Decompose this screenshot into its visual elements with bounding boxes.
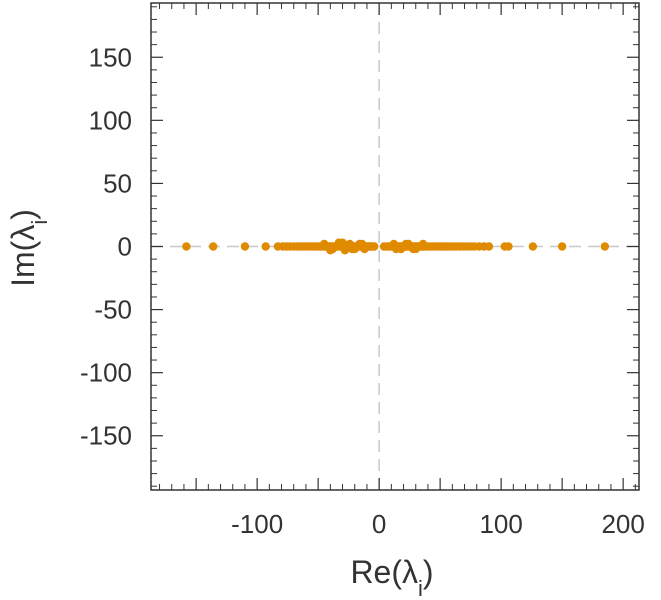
- eigenvalue-point: [209, 242, 218, 251]
- reference-lines: [151, 3, 639, 490]
- y-tick-label: 0: [118, 232, 132, 262]
- y-tick-label: 50: [103, 168, 132, 198]
- eigenvalue-point: [326, 246, 335, 255]
- y-tick-label: 150: [89, 42, 132, 72]
- x-tick-label: 100: [479, 509, 522, 539]
- y-tick-label: 100: [89, 105, 132, 135]
- y-tick-label: -150: [80, 421, 132, 451]
- eigenvalue-point: [357, 239, 367, 249]
- eigenvalue-point: [261, 242, 270, 251]
- y-tick-labels: 150 100 50 0 -50 -100 -150: [80, 42, 132, 450]
- major-ticks: [151, 3, 639, 490]
- x-tick-label: 0: [372, 509, 386, 539]
- plot-frame: [150, 2, 640, 491]
- x-axis-label: Re(λi): [350, 554, 433, 600]
- y-tick-label: -100: [80, 358, 132, 388]
- eigenvalue-point: [348, 244, 357, 254]
- y-axis-label: Im(λi): [5, 209, 52, 287]
- eigenvalue-point: [418, 239, 428, 249]
- eigenvalue-point: [409, 244, 418, 254]
- eigenvalue-point: [338, 238, 347, 247]
- x-tick-label: -100: [231, 509, 283, 539]
- eigenvalue-point: [392, 244, 401, 254]
- eigenvalue-point: [320, 239, 329, 249]
- x-tick-labels: -100 0 100 200: [231, 509, 645, 539]
- eigenvalue-point: [528, 242, 538, 251]
- eigenvalue-point: [340, 246, 350, 255]
- eigenvalue-point: [504, 242, 513, 251]
- x-tick-label: 200: [601, 509, 644, 539]
- eigenvalue-point: [182, 242, 191, 251]
- y-tick-label: -50: [94, 295, 132, 325]
- minor-ticks: [151, 3, 639, 490]
- eigenvalue-point: [600, 242, 610, 251]
- eigenvalue-point: [370, 242, 379, 251]
- eigenvalue-point: [401, 239, 411, 249]
- eigenvalue-point: [484, 242, 494, 251]
- eigenvalue-point: [557, 242, 567, 251]
- eigenvalue-point: [240, 242, 250, 251]
- data-points: [182, 238, 610, 255]
